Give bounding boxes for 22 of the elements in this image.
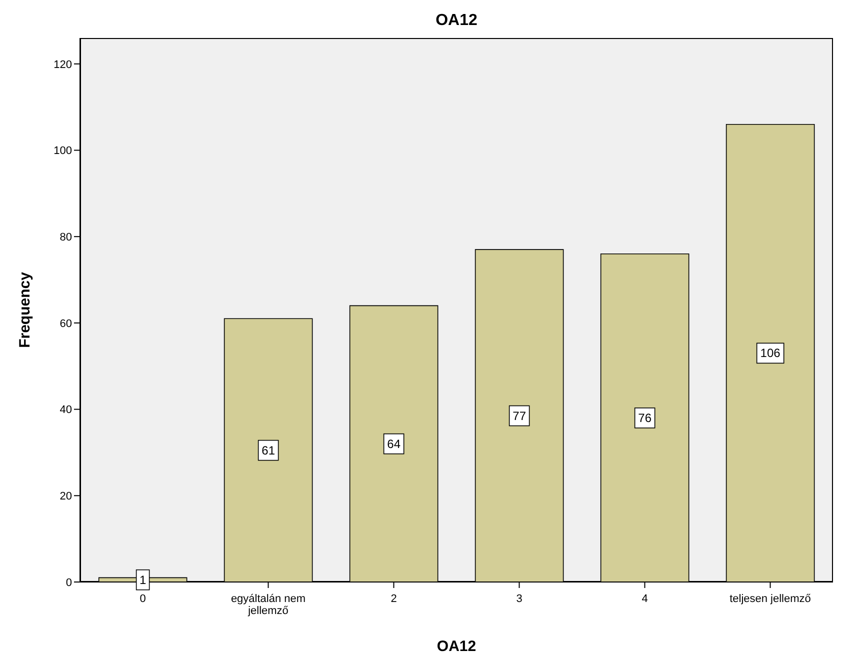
data-label: 77 xyxy=(512,408,526,423)
y-tick-label: 20 xyxy=(60,490,72,503)
data-label: 64 xyxy=(387,436,401,451)
data-label: 1 xyxy=(139,572,146,587)
y-tick-label: 80 xyxy=(60,232,72,244)
y-tick-label: 120 xyxy=(54,58,72,71)
y-tick-label: 100 xyxy=(54,145,72,158)
y-axis-title: Frequency xyxy=(16,271,34,348)
x-tick-label: 2 xyxy=(390,593,397,605)
y-tick-label: 0 xyxy=(66,576,72,589)
data-label: 61 xyxy=(262,443,276,458)
x-tick-label: egyáltalán nem jellemző xyxy=(230,593,306,617)
x-tick-label: teljesen jellemző xyxy=(730,593,811,605)
chart-title: OA12 xyxy=(434,12,478,30)
x-axis-title: OA12 xyxy=(436,638,476,655)
data-label: 106 xyxy=(760,346,781,360)
x-tick-label: 0 xyxy=(140,593,146,605)
x-tick-label: 4 xyxy=(642,593,648,605)
y-tick-label: 60 xyxy=(60,318,72,330)
data-label: 76 xyxy=(638,410,652,425)
x-tick-label: 3 xyxy=(516,593,522,605)
y-tick-label: 40 xyxy=(60,404,72,416)
